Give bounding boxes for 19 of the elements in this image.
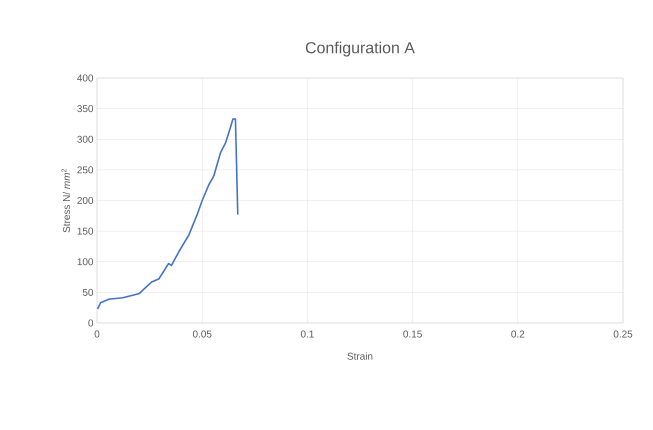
- y-tick-label: 350: [77, 105, 94, 112]
- y-axis-title: Stress N/ mm$^{2}$: [61, 168, 70, 232]
- x-tick-label: 0.05: [192, 330, 212, 338]
- x-tick-label: 0.15: [403, 330, 422, 338]
- x-tick-label: 0.1: [300, 330, 314, 338]
- y-tick-label: 0: [88, 319, 94, 327]
- x-axis-title: Strain: [347, 352, 372, 360]
- y-tick-label: 150: [78, 228, 94, 235]
- x-tick-label: 0.2: [511, 330, 524, 338]
- y-tick-label: 300: [77, 136, 94, 143]
- y-tick-label: 250: [77, 166, 94, 174]
- y-tick-label: 50: [82, 288, 94, 296]
- chart-title: Configuration A: [306, 42, 415, 57]
- y-tick-label: 100: [78, 258, 94, 266]
- y-tick-label: 200: [77, 196, 94, 204]
- x-tick-label: 0: [94, 330, 100, 338]
- y-tick-label: 400: [77, 74, 94, 82]
- line-series: [97, 118, 239, 310]
- x-tick-label: 0.25: [614, 330, 632, 338]
